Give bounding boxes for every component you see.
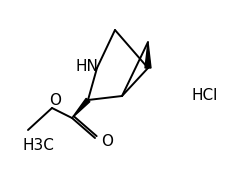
Polygon shape	[72, 98, 90, 118]
Text: O: O	[101, 134, 113, 150]
Text: HN: HN	[75, 58, 98, 73]
Text: HCl: HCl	[192, 87, 218, 102]
Text: H3C: H3C	[22, 138, 54, 152]
Text: O: O	[49, 93, 61, 107]
Polygon shape	[145, 42, 151, 68]
